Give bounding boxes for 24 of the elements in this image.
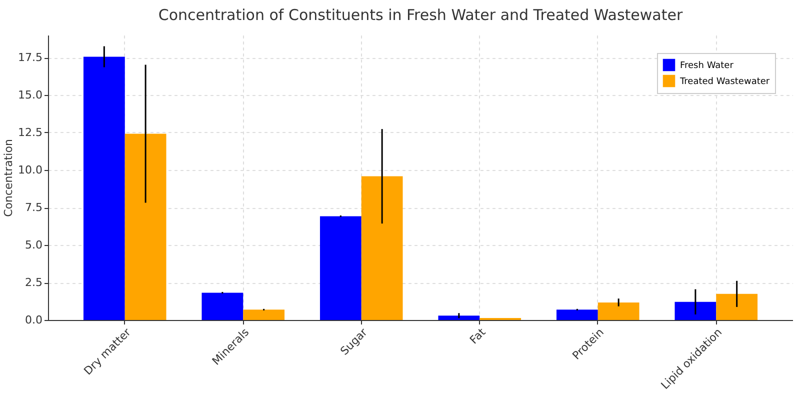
y-tick-label: 2.5 <box>25 276 42 289</box>
bar <box>438 316 480 320</box>
y-tick-label: 15.0 <box>18 88 42 102</box>
legend-label: Fresh Water <box>680 61 734 71</box>
y-tick-label: 10.0 <box>18 164 42 176</box>
x-tick-label: Fat <box>467 325 489 347</box>
y-tick-label: 5.0 <box>25 238 42 252</box>
y-tick-label: 17.5 <box>18 51 42 64</box>
y-tick-label: 0.0 <box>25 314 42 326</box>
bar <box>83 56 125 320</box>
bar <box>598 302 640 320</box>
bar <box>556 310 598 320</box>
bar <box>674 302 716 320</box>
bar <box>202 292 244 320</box>
y-tick-label: 12.5 <box>18 126 42 139</box>
chart-title: Concentration of Constituents in Fresh Water and Treated Wastewater <box>158 6 684 24</box>
bar <box>243 310 285 320</box>
bar <box>320 216 362 320</box>
y-tick-label: 7.5 <box>25 201 42 214</box>
y-axis-title: Concentration <box>2 139 16 217</box>
legend-label: Treated Wastewater <box>679 77 770 87</box>
bar <box>361 176 403 320</box>
bar <box>124 134 166 320</box>
bar <box>716 294 758 320</box>
